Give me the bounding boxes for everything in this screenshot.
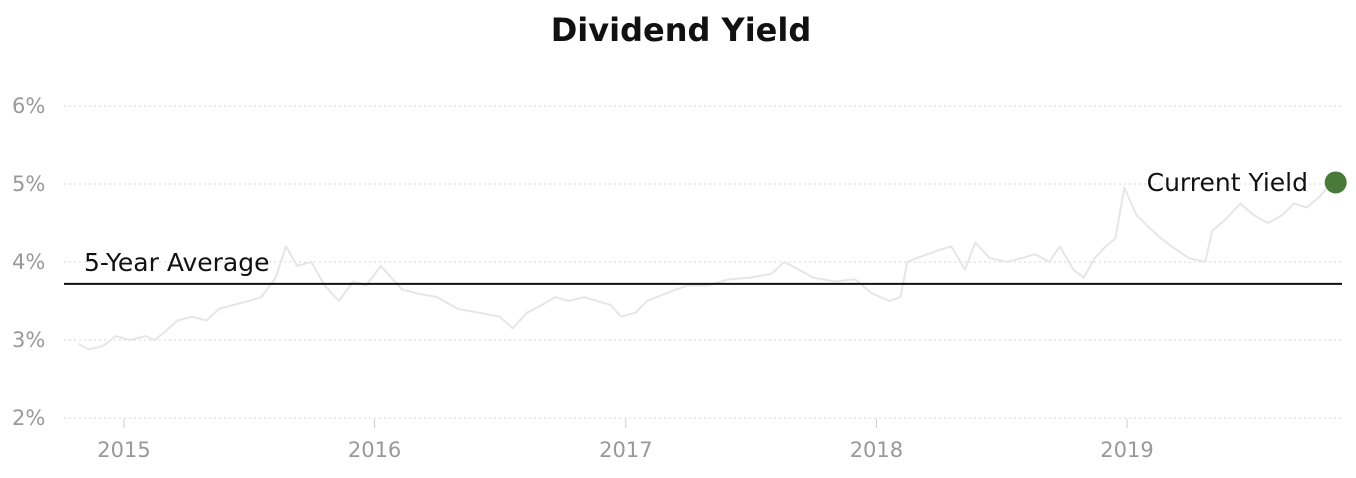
x-tick-label: 2017 [599, 438, 652, 462]
y-tick-label: 2% [12, 406, 45, 430]
series-lines [78, 181, 1332, 351]
x-tick-label: 2018 [850, 438, 903, 462]
y-tick-label: 6% [12, 94, 45, 118]
y-tick-label: 5% [12, 172, 45, 196]
yield-series-line [78, 181, 1332, 351]
chart-title: Dividend Yield [551, 11, 812, 49]
x-tick-label: 2019 [1100, 438, 1153, 462]
gridlines [64, 105, 1342, 419]
current-yield-label: Current Yield [1147, 168, 1308, 197]
current-yield-marker [1324, 171, 1347, 194]
x-tick-label: 2016 [348, 438, 401, 462]
five-year-average-label: 5-Year Average [84, 248, 270, 277]
x-tick-label: 2015 [97, 438, 150, 462]
x-axis-ticks: 2015 2016 2017 2018 2019 [97, 419, 1154, 462]
y-tick-label: 3% [12, 328, 45, 352]
y-axis-ticks: 6% 5% 4% 3% 2% [12, 94, 45, 430]
y-tick-label: 4% [12, 250, 45, 274]
